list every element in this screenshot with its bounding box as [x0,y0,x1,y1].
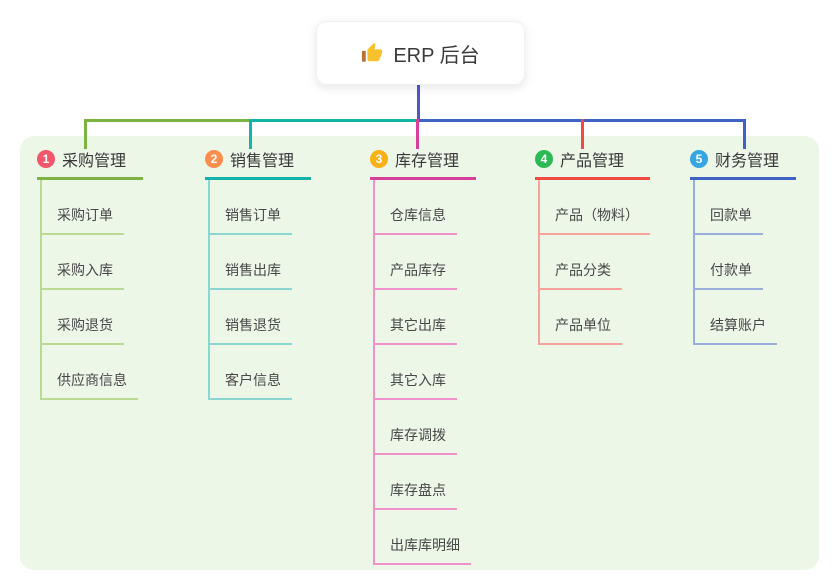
mindmap-panel [20,136,819,570]
branch-children: 产品（物料） 产品分类产品单位 [538,180,650,345]
thumbs-up-icon [361,42,383,64]
branch-title-node[interactable]: 2 销售管理 [205,147,311,180]
branch-title-node[interactable]: 1 采购管理 [37,147,143,180]
branch-1: 1 采购管理采购订单采购入库采购退货供应商信息 [37,147,143,400]
branch-spine-line [40,180,42,400]
bus-segment-left [84,119,252,122]
branch-5: 5 财务管理回款单付款单结算账户 [690,147,796,345]
root-connector-line [417,84,420,121]
branch-number-badge: 5 [690,150,708,168]
child-node[interactable]: 库存调拨 [373,425,457,455]
child-row: 产品（物料） [538,180,650,235]
branch-drop-4 [581,119,584,149]
branch-title-node[interactable]: 5 财务管理 [690,147,796,180]
branch-2: 2 销售管理销售订单销售出库销售退货客户信息 [205,147,311,400]
child-row: 产品库存 [373,235,476,290]
branch-number-badge: 1 [37,150,55,168]
branch-number-badge: 3 [370,150,388,168]
branch-drop-3 [416,119,419,149]
child-row: 销售出库 [208,235,311,290]
branch-drop-5 [743,119,746,149]
child-node[interactable]: 采购入库 [40,260,124,290]
branch-children: 仓库信息产品库存其它出库其它入库库存调拨库存盘点出库库明细 [373,180,476,565]
child-node[interactable]: 其它入库 [373,370,457,400]
bus-segment-mid [249,119,420,122]
branch-drop-2 [249,119,252,149]
child-node[interactable]: 产品分类 [538,260,622,290]
child-row: 产品分类 [538,235,650,290]
child-row: 回款单 [693,180,796,235]
branch-number-badge: 4 [535,150,553,168]
root-node-title: ERP 后台 [393,44,480,67]
child-row: 采购退货 [40,290,143,345]
branch-spine-line [208,180,210,400]
child-node[interactable]: 产品（物料） [538,205,650,235]
child-node[interactable]: 其它出库 [373,315,457,345]
child-node[interactable]: 出库库明细 [373,535,471,565]
child-row: 产品单位 [538,290,650,345]
child-node[interactable]: 结算账户 [693,315,777,345]
root-node-erp-backend[interactable]: ERP 后台 [316,21,525,85]
branch-title-node[interactable]: 4 产品管理 [535,147,650,180]
child-node[interactable]: 产品单位 [538,315,622,345]
branch-children: 销售订单销售出库销售退货客户信息 [208,180,311,400]
child-row: 库存盘点 [373,455,476,510]
child-row: 客户信息 [208,345,311,400]
child-row: 结算账户 [693,290,796,345]
child-row: 销售订单 [208,180,311,235]
child-row: 出库库明细 [373,510,476,565]
branch-title-label: 产品管理 [560,153,625,170]
child-row: 其它出库 [373,290,476,345]
branch-spine-line [693,180,695,345]
branch-3: 3 库存管理仓库信息产品库存其它出库其它入库库存调拨库存盘点出库库明细 [370,147,476,565]
child-node[interactable]: 销售退货 [208,315,292,345]
branch-spine-line [538,180,540,345]
child-row: 库存调拨 [373,400,476,455]
child-node[interactable]: 采购订单 [40,205,124,235]
child-node[interactable]: 销售出库 [208,260,292,290]
branch-4: 4 产品管理产品（物料） 产品分类产品单位 [535,147,650,345]
branch-spine-line [373,180,375,565]
branch-title-node[interactable]: 3 库存管理 [370,147,476,180]
child-node[interactable]: 库存盘点 [373,480,457,510]
branch-number-badge: 2 [205,150,223,168]
child-row: 采购订单 [40,180,143,235]
child-node[interactable]: 付款单 [693,260,763,290]
child-node[interactable]: 采购退货 [40,315,124,345]
branch-children: 采购订单采购入库采购退货供应商信息 [40,180,143,400]
child-node[interactable]: 仓库信息 [373,205,457,235]
child-node[interactable]: 供应商信息 [40,370,138,400]
child-row: 其它入库 [373,345,476,400]
child-node[interactable]: 回款单 [693,205,763,235]
child-node[interactable]: 客户信息 [208,370,292,400]
child-row: 仓库信息 [373,180,476,235]
child-row: 采购入库 [40,235,143,290]
child-row: 供应商信息 [40,345,143,400]
branch-children: 回款单付款单结算账户 [693,180,796,345]
child-node[interactable]: 产品库存 [373,260,457,290]
branch-title-label: 财务管理 [715,153,780,170]
branch-drop-1 [84,119,87,149]
child-row: 付款单 [693,235,796,290]
branch-title-label: 库存管理 [395,153,460,170]
child-row: 销售退货 [208,290,311,345]
branch-title-label: 采购管理 [62,153,127,170]
branch-title-label: 销售管理 [230,153,295,170]
child-node[interactable]: 销售订单 [208,205,292,235]
